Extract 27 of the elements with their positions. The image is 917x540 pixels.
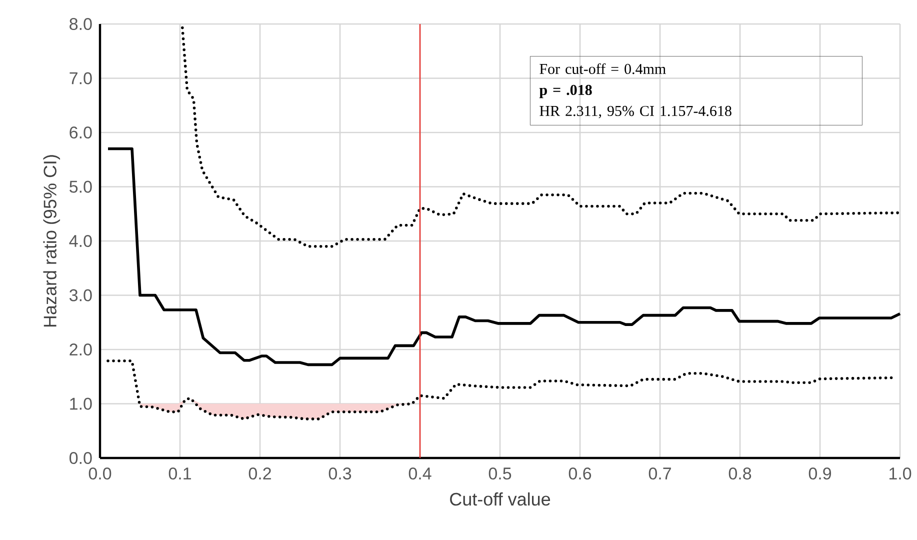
y-tick-label: 2.0: [70, 343, 92, 356]
y-tick-label: 1.0: [70, 398, 92, 410]
x-tick-label: 0.2: [248, 468, 271, 480]
x-axis-title: Cut-off value: [450, 492, 550, 506]
y-tick-label: 3.0: [69, 289, 92, 302]
y-tick-label: 0.0: [70, 452, 92, 464]
line-series: [106, 147, 902, 366]
x-tick-label: 0.6: [568, 468, 592, 480]
x-tick-label: 0.1: [168, 468, 191, 480]
x-tick-label: 0.8: [728, 468, 752, 480]
y-axis-title: Hazard ratio (95% CI): [43, 155, 60, 327]
x-tick-label: 1.0: [889, 468, 912, 480]
annotation: HR 2.311, 95% CI 1.157-4.618: [540, 106, 732, 118]
x-tick-label: 0.3: [328, 468, 352, 480]
x-tick-label: 0.4: [408, 468, 432, 480]
x-tick-label: 0.5: [488, 468, 512, 480]
y-tick-label: 4.0: [69, 234, 92, 248]
y-tick-label: 5.0: [70, 180, 92, 193]
annotation: p = .018: [539, 84, 592, 98]
annotation: For cut-off = 0.4mm: [540, 63, 666, 74]
x-tick-label: 0.0: [88, 468, 112, 480]
line-series: [181, 26, 900, 248]
y-tick-label: 6.0: [70, 126, 92, 139]
x-tick-label: 0.9: [808, 468, 832, 480]
x-tick-label: 0.7: [648, 468, 671, 480]
y-tick-label: 8.0: [70, 18, 92, 30]
y-tick-label: 7.0: [70, 72, 92, 84]
